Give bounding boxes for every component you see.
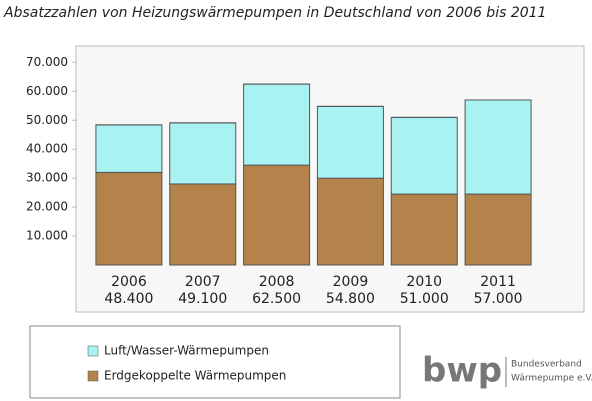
legend-label: Luft/Wasser-Wärmepumpen — [104, 344, 269, 358]
bar-segment — [243, 164, 311, 266]
bar-segment — [316, 177, 384, 266]
bar-segment — [95, 124, 163, 173]
bar-segment — [95, 171, 163, 266]
bar-segment — [464, 193, 532, 266]
bar-segment — [169, 183, 237, 266]
org-name: Bundesverband — [511, 360, 582, 370]
legend-swatch — [87, 370, 99, 382]
org-name: Wärmepumpe e.V. — [511, 374, 592, 384]
y-tick-label: 50.000 — [26, 113, 68, 127]
x-tick-label: 2010 — [406, 274, 442, 290]
total-label: 48.400 — [104, 291, 153, 307]
y-tick-label: 10.000 — [26, 229, 68, 243]
total-label: 54.800 — [326, 291, 375, 307]
total-label: 51.000 — [400, 291, 449, 307]
bar-segment — [464, 99, 532, 195]
bar-segment — [390, 193, 458, 266]
x-tick-label: 2006 — [111, 274, 147, 290]
total-label: 57.000 — [474, 291, 523, 307]
bar-segment — [316, 105, 384, 179]
y-tick-label: 30.000 — [26, 171, 68, 185]
y-tick-label: 20.000 — [26, 200, 68, 214]
legend-swatch — [87, 345, 99, 357]
legend-label: Erdgekoppelte Wärmepumpen — [104, 369, 286, 383]
y-tick-label: 40.000 — [26, 142, 68, 156]
legend-box — [29, 325, 401, 399]
bar-segment — [243, 83, 311, 166]
total-label: 49.100 — [178, 291, 227, 307]
x-tick-label: 2009 — [333, 274, 369, 290]
total-label: 62.500 — [252, 291, 301, 307]
y-tick-label: 70.000 — [26, 55, 68, 69]
x-tick-label: 2011 — [480, 274, 516, 290]
logo: bwp — [422, 351, 502, 391]
bar-segment — [169, 122, 237, 185]
x-tick-label: 2007 — [185, 274, 221, 290]
x-tick-label: 2008 — [259, 274, 295, 290]
chart-title: Absatzzahlen von Heizungswärmepumpen in … — [3, 5, 546, 21]
bar-segment — [390, 116, 458, 195]
y-tick-label: 60.000 — [26, 84, 68, 98]
